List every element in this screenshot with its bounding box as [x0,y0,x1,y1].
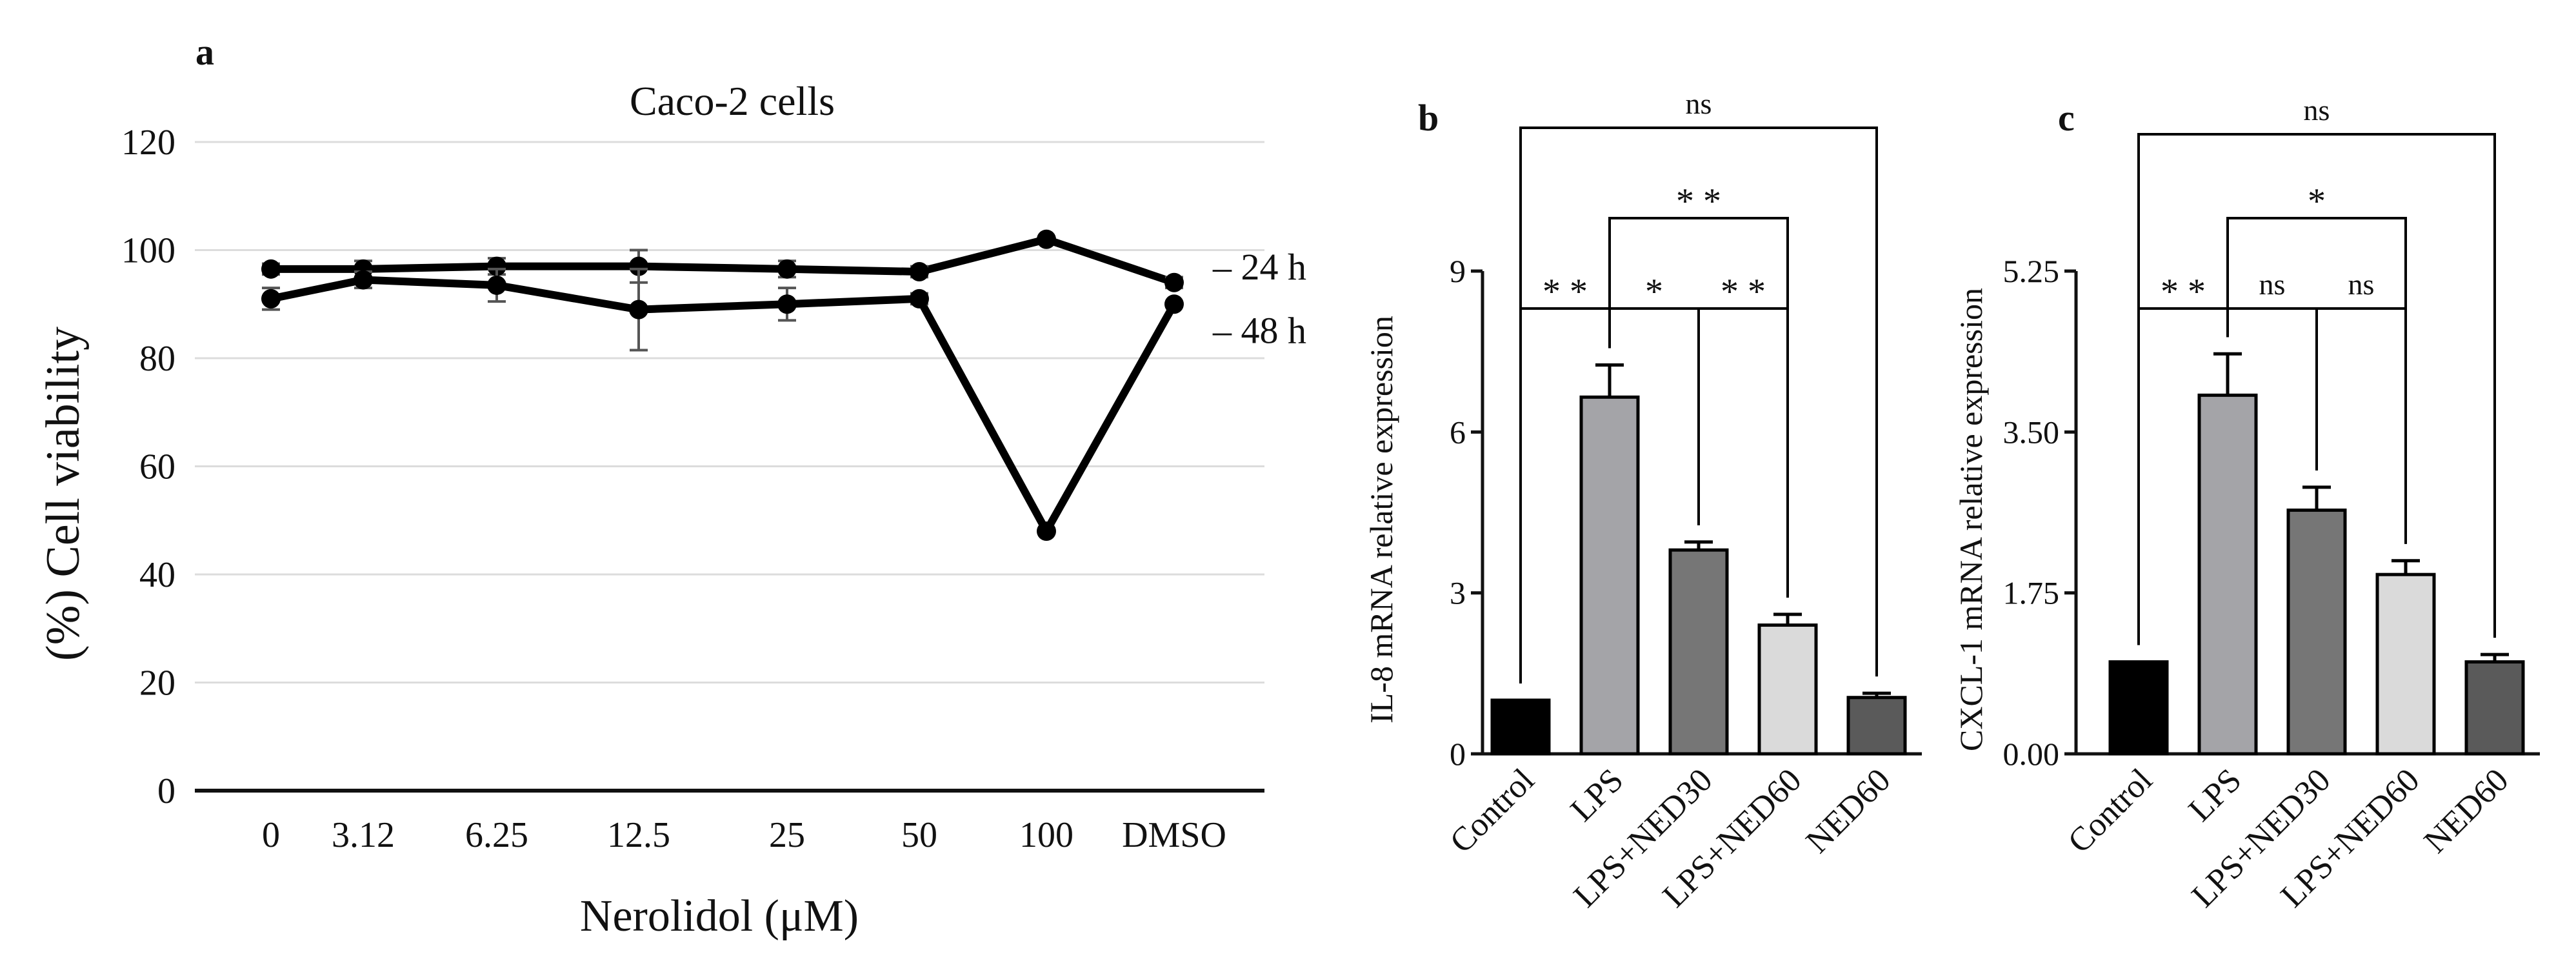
panel-b-significance-label: ns [1686,87,1712,120]
panel-a-y-axis-label: (%) Cell viability [37,327,90,661]
panel-a-x-ticks: 0 3.12 6.25 12.5 25 50 100 DMSO [262,815,1226,855]
panel-b-y-tick-label: 3 [1450,575,1466,611]
panel-b-bar-chart: b IL-8 mRNA relative expression 0 3 6 9 ns *… [1363,87,1922,915]
panel-a-x-tick-label: 3.12 [332,815,395,855]
panel-b-bar [1668,548,1729,756]
panel-a-data-point [777,259,797,279]
panel-c-y-tick-label: 5.25 [2003,253,2060,289]
panel-b-bar [1757,623,1818,756]
panel-a-data-point [910,262,929,281]
panel-c-bars [2108,352,2525,756]
panel-c-y-tick-label: 0.00 [2003,736,2060,772]
panel-b-significance-label: * * [1543,272,1588,312]
panel-a-x-tick-label: 6.25 [465,815,528,855]
panel-a-data-point [629,256,648,276]
panel-c-significance-label: * * [2161,272,2206,312]
panel-a-data-point [1037,521,1056,541]
panel-a-y-tick-label: 0 [157,771,175,811]
panel-b-y-tick-label: 9 [1450,253,1466,289]
panel-a-y-tick-label: 100 [121,231,175,271]
panel-c-significance-label: ns [2348,268,2375,301]
panel-a-gridlines [195,141,1264,683]
panel-c-significance-label: ns [2259,268,2286,301]
panel-b-y-tick-label: 0 [1450,736,1466,772]
panel-a-data-point [487,275,506,295]
panel-a-series-label: – 24 h [1212,246,1306,288]
panel-a-series-line [270,276,1178,535]
panel-b-bar [1490,698,1551,756]
panel-a-title: Caco-2 cells [630,78,835,124]
panel-a-x-tick-label: DMSO [1122,815,1226,855]
panel-b-bars [1490,363,1907,756]
panel-c-bar [2375,572,2436,756]
panel-a-series-line [271,235,1175,287]
panel-b-y-axis-label: IL-8 mRNA relative expression [1363,316,1399,724]
panel-c-significance-label: * [2308,181,2326,221]
panel-a-letter: a [195,31,214,73]
panel-a-x-tick-label: 12.5 [607,815,670,855]
panel-a-y-tick-label: 80 [139,339,175,379]
panel-c-significance-brackets: ns * * * ns ns [2137,94,2496,645]
panel-a-x-tick-label: 0 [262,815,280,855]
panel-c-category-label: Control [2061,762,2160,860]
panel-a-data-point [910,289,929,309]
panel-a-y-tick-label: 20 [139,663,175,704]
panel-c-y-tick-label: 1.75 [2003,575,2060,611]
panel-c-category-label: NED60 [2417,762,2516,860]
panel-a-data-point [487,256,506,276]
panel-b-bar [1579,395,1640,756]
panel-c-significance-label: ns [2304,94,2330,127]
panel-c-letter: c [2058,97,2075,139]
panel-a-data-point [1164,272,1184,292]
panel-a-data-point [354,270,373,290]
panel-a-data-point [261,259,281,279]
panel-a-data-point [261,289,281,309]
panel-a-y-tick-label: 60 [139,447,175,487]
panel-b-bracket [1697,307,1789,598]
panel-c-axes: 0.00 1.75 3.50 5.25 [2003,253,2540,772]
panel-a-series: – 24 h – 48 h [261,229,1306,541]
panel-c-bar [2464,660,2525,756]
panel-a-x-axis-label: Nerolidol (μM) [580,891,859,941]
panel-a-y-tick-label: 120 [121,123,175,163]
panel-c-y-axis-label: CXCL-1 mRNA relative expression [1953,288,1989,751]
panel-b-category-label: Control [1443,762,1542,860]
panel-b-category-label: LPS [1564,762,1631,829]
panel-b-significance-label: * * [1676,181,1721,221]
panel-b-significance-label: * [1645,272,1663,312]
panel-a-data-point [1037,229,1056,249]
panel-a-series-label: – 48 h [1212,309,1306,351]
panel-c-bar [2108,660,2169,756]
panel-b-letter: b [1418,97,1439,139]
panel-b-significance-brackets: ns * * * * * * * [1519,87,1878,683]
panel-a-data-point [629,299,648,319]
panel-b-category-label: NED60 [1799,762,1898,860]
panel-b-y-tick-label: 6 [1450,414,1466,450]
panel-a-x-tick-label: 50 [901,815,937,855]
panel-c-y-tick-label: 3.50 [2003,414,2060,450]
panel-a-x-tick-label: 25 [769,815,805,855]
panel-c-bracket [2315,307,2407,544]
panel-a-x-tick-label: 100 [1019,815,1073,855]
panel-c-category-label: LPS [2182,762,2249,829]
panel-a-data-point [1164,294,1184,314]
panel-a-data-point [777,294,797,314]
panel-a-line-chart: a Caco-2 cells (%) Cell viability Neroli… [37,31,1306,941]
panel-c-bar [2286,508,2347,756]
panel-c-bar-chart: c CXCL-1 mRNA relative expression 0.00 1.… [1953,94,2540,915]
panel-c-bar [2197,393,2258,756]
panel-a-y-ticks: 0 20 40 60 80 100 120 [121,123,175,811]
panel-b-significance-label: * * [1721,272,1766,312]
panel-a-y-tick-label: 40 [139,555,175,595]
panel-b-bar [1846,696,1907,756]
